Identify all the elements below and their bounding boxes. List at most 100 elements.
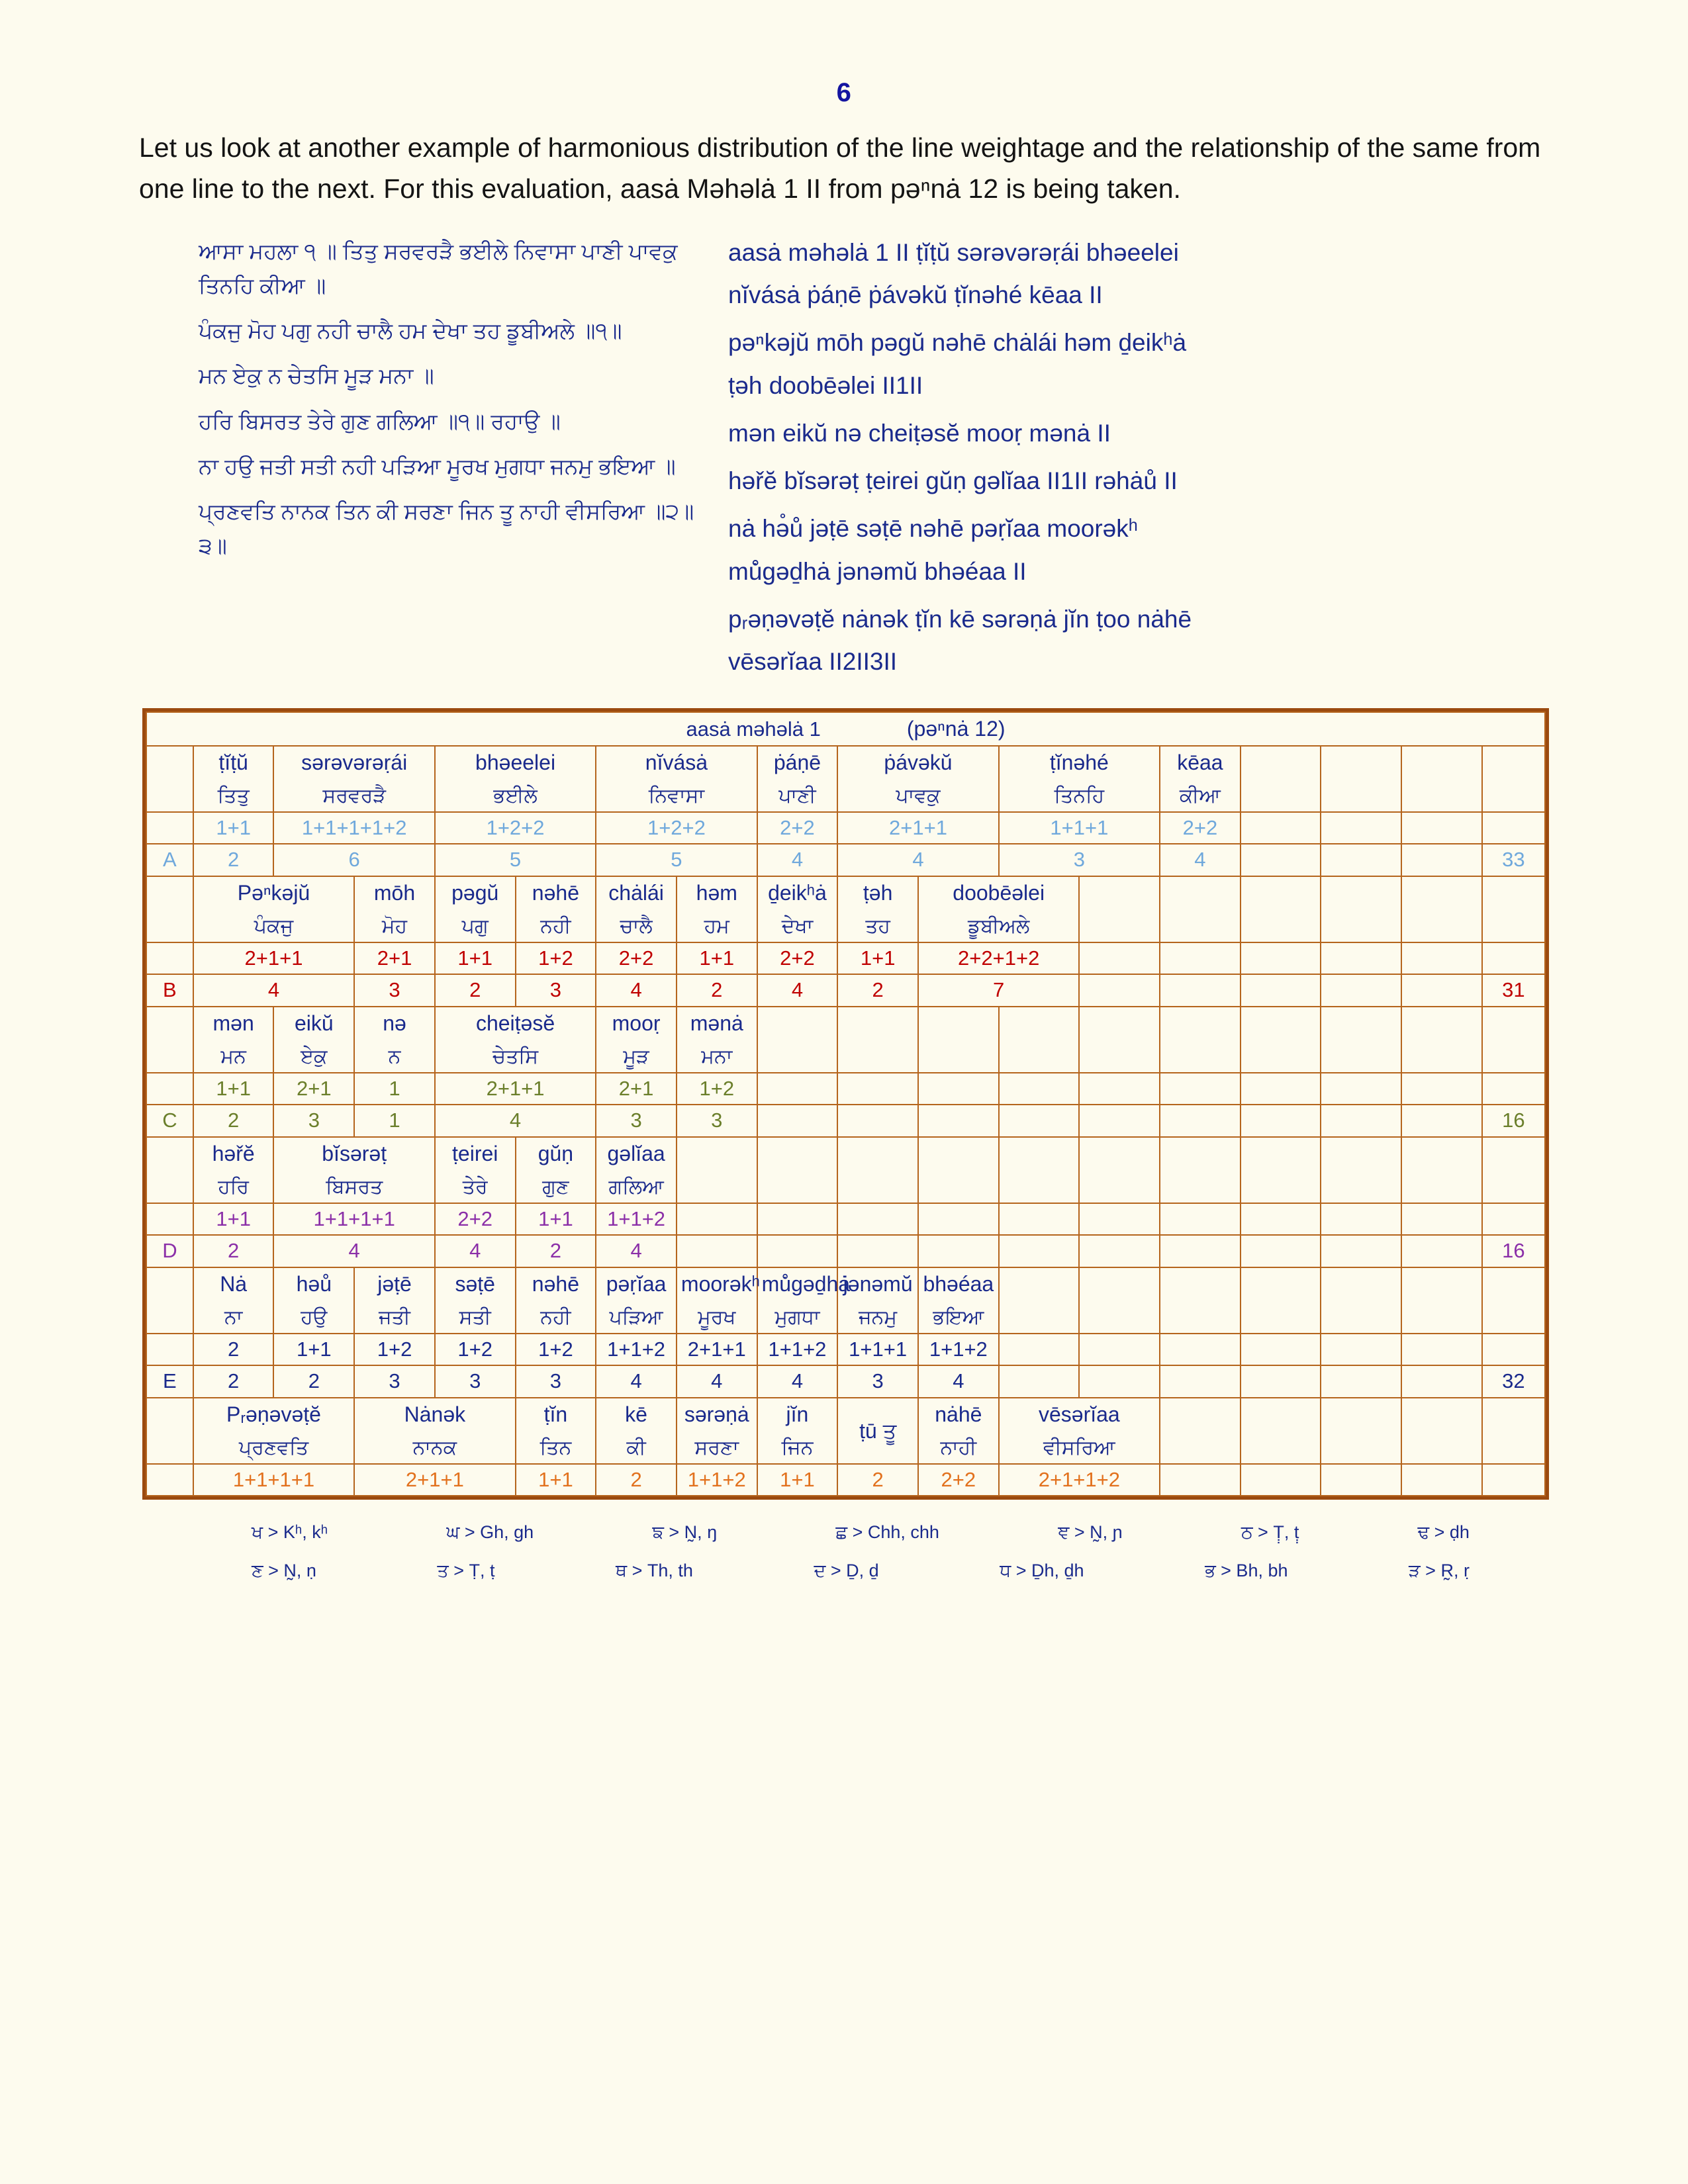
legend-item: ਥ > Th, th [616, 1561, 693, 1581]
word-cell: jĭn ਜਿਨ [756, 1397, 839, 1465]
empty-cell [1239, 1071, 1322, 1106]
row-label: B [146, 974, 194, 1008]
empty-cell [1078, 1202, 1161, 1236]
empty-cell [1159, 1365, 1241, 1399]
syllable-breakdown-cell: 1+1+2 [917, 1332, 1000, 1367]
empty-cell [1401, 745, 1483, 813]
empty-cell [1159, 1006, 1241, 1073]
empty-cell [998, 1202, 1080, 1236]
translit-line: ṭəh doobēəlei II1II [728, 371, 923, 399]
syllable-breakdown-cell: 1+1+2 [595, 1332, 677, 1367]
word-gurmukhi: ਜਨਮੁ [859, 1306, 898, 1329]
word-weight-total: 4 [595, 1234, 677, 1269]
empty-cell [1239, 1365, 1322, 1399]
word-gurmukhi: ਤਿਤੁ [217, 785, 250, 807]
table-title-cell: aasȧ məhəlȧ 1 (pəⁿnȧ 12) [146, 711, 1546, 747]
word-cell: ṭĭn ਤਿਨ [514, 1397, 597, 1465]
empty-cell [837, 1202, 919, 1236]
empty-cell [1159, 974, 1241, 1008]
empty-cell [998, 1234, 1080, 1269]
syllable-breakdown-cell: 2+2+1+2 [917, 941, 1080, 976]
word-cell: cheiṭəsĕ ਚੇਤਸਿ [434, 1006, 597, 1073]
syllable-breakdown-cell: 1+2 [434, 1332, 516, 1367]
empty-cell [1320, 1136, 1403, 1204]
line-weight-sum: 16 [1481, 1104, 1546, 1138]
word-gurmukhi: ਵੀਸਰਿਆ [1043, 1437, 1115, 1459]
legend-item: ੜ > R̰, ṛ [1409, 1561, 1470, 1581]
empty-cell [1159, 1397, 1241, 1465]
empty-cell [1320, 876, 1403, 943]
empty-cell [1159, 1267, 1241, 1334]
empty-cell [675, 1202, 758, 1236]
empty-cell [917, 1006, 1000, 1073]
legend-item: ਖ > Kʰ, kʰ [252, 1522, 328, 1543]
empty-cell [837, 1136, 919, 1204]
word-transliteration: pəṛĭaa [606, 1272, 667, 1297]
word-transliteration: ṭĭṭŭ [218, 751, 248, 775]
empty-cell [1481, 1136, 1546, 1204]
table-total-row: C 2 3 1 4 3 3 16 [146, 1104, 1546, 1138]
translit-line: həřĕ bĭsərəṭ ṭeirei gŭṇ gəlĭaa II1II rəh… [728, 467, 1178, 495]
syllable-breakdown-cell: 1+1 [434, 941, 516, 976]
word-transliteration: nȧhē [935, 1402, 982, 1427]
empty-cell [917, 1202, 1000, 1236]
word-weight-total: 4 [595, 1365, 677, 1399]
table-word-row: Pᵣəṇəvəṭĕ ਪ੍ਰਣਵਤਿ Nȧnək ਨਾਨਕ ṭĭn ਤਿਨ kē ਕੀ sərəṇ… [146, 1397, 1546, 1465]
translit-line: nĭvásȧ ṗáṇē ṗávəkŭ ṭĭnəhé kēaa II [728, 281, 1103, 309]
syllable-breakdown-cell: 1+1+2 [675, 1463, 758, 1497]
word-cell: doobēəlei ਡੂਬੀਅਲੇ [917, 876, 1080, 943]
word-cell: ṭĭṭŭ ਤਿਤੁ [192, 745, 275, 813]
empty-cell [837, 1006, 919, 1073]
word-cell: mů̇gəḏhȧ ਮੁਗਧਾ [756, 1267, 850, 1334]
word-cell: jəṭē ਜਤੀ [353, 1267, 436, 1334]
syllable-breakdown-cell: 2+1+1 [192, 941, 355, 976]
line-weight-sum: 31 [1481, 974, 1546, 1008]
word-cell: ṭū ਤੂ [837, 1397, 919, 1465]
legend-item: ਠ > Ṭ̣, ṭ̣ [1241, 1522, 1299, 1543]
word-weight-total: 5 [595, 843, 758, 878]
empty-cell [1320, 1202, 1403, 1236]
transliteration-legend: ਖ > Kʰ, kʰ ਘ > Gh, gh ਙ > N̰, ŋ ਛ > Chh, ch… [0, 1522, 1688, 1582]
word-weight-total: 2 [837, 974, 919, 1008]
word-transliteration: moorəkʰ [680, 1272, 760, 1297]
word-gurmukhi: ਡੂਬੀਅਲੇ [968, 915, 1030, 938]
row-label: A [146, 843, 194, 878]
table-breakdown-row: 1+1+1+1 2+1+1 1+1 2 1+1+2 1+1 2 2+2 2+1+1+2 [146, 1463, 1546, 1497]
row-label-spacer [146, 1071, 194, 1106]
word-gurmukhi: ਕੀ [626, 1437, 646, 1459]
empty-cell [1401, 876, 1483, 943]
empty-cell [837, 1071, 919, 1106]
word-weight-total: 2 [192, 1104, 275, 1138]
empty-cell [1481, 1006, 1546, 1073]
word-weight-total: 3 [837, 1365, 919, 1399]
empty-cell [1401, 1463, 1483, 1497]
word-gurmukhi: ਮੂਰਖ [698, 1306, 736, 1329]
word-gurmukhi: ਸਰਵਰੜੈ [322, 785, 386, 807]
word-cell: bhəéaa ਭਇਆ [917, 1267, 1000, 1334]
empty-cell [1481, 1397, 1546, 1465]
word-cell: səṭē ਸਤੀ [434, 1267, 516, 1334]
empty-cell [1401, 941, 1483, 976]
word-cell: həů ਹਉ [273, 1267, 355, 1334]
word-transliteration: gŭṇ [538, 1142, 574, 1166]
word-weight-total: 3 [998, 843, 1161, 878]
syllable-breakdown-cell: 2+1+1+2 [998, 1463, 1161, 1497]
word-weight-total: 3 [514, 1365, 597, 1399]
syllable-breakdown-cell: 1+1 [675, 941, 758, 976]
word-gurmukhi: ਗਲਿਆ [608, 1176, 664, 1199]
word-transliteration: kē [625, 1402, 647, 1427]
empty-cell [1078, 1071, 1161, 1106]
empty-cell [1159, 1202, 1241, 1236]
word-gurmukhi: ਪੜਿਆ [609, 1306, 663, 1329]
word-gurmukhi: ਪਾਵਕੁ [896, 785, 941, 807]
empty-cell [1239, 745, 1322, 813]
empty-cell [1401, 1104, 1483, 1138]
line-weight-sum: 16 [1481, 1234, 1546, 1269]
legend-row-1: ਖ > Kʰ, kʰ ਘ > Gh, gh ਙ > N̰, ŋ ਛ > Chh, ch… [252, 1522, 1470, 1543]
row-label-spacer [146, 1332, 194, 1367]
empty-cell [1401, 1006, 1483, 1073]
empty-cell [1320, 843, 1403, 878]
empty-cell [1239, 941, 1322, 976]
legend-item: ਣ > N̰, ṇ [252, 1561, 316, 1581]
